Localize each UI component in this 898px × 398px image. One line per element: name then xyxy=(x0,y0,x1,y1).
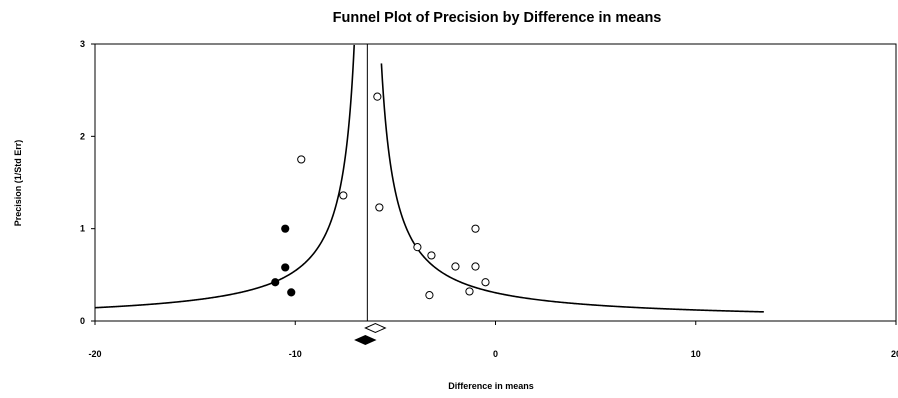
imputed-study-point xyxy=(281,263,290,272)
data-points xyxy=(271,92,490,300)
axis-ticks: -20 -10 0 10 20 0 1 2 3 xyxy=(80,39,898,359)
imputed-study-point xyxy=(287,288,296,297)
study-point xyxy=(425,291,434,300)
study-point xyxy=(427,251,436,260)
study-point xyxy=(375,203,384,212)
study-point xyxy=(413,243,422,252)
study-point xyxy=(481,278,490,287)
study-point xyxy=(451,262,460,271)
study-point xyxy=(471,224,480,233)
observed-summary-diamond xyxy=(364,322,387,334)
x-tick-label: -10 xyxy=(289,349,302,359)
y-tick-label: 3 xyxy=(80,39,85,49)
x-tick-label: 20 xyxy=(891,349,898,359)
study-point xyxy=(471,262,480,271)
study-point xyxy=(465,287,474,296)
imputed-study-point xyxy=(271,278,280,287)
y-tick-label: 1 xyxy=(80,224,85,234)
y-tick-label: 2 xyxy=(80,131,85,141)
imputed-study-point xyxy=(281,224,290,233)
x-tick-label: 0 xyxy=(493,349,498,359)
y-axis-label: Precision (1/Std Err) xyxy=(13,140,23,227)
y-tick-label: 0 xyxy=(80,316,85,326)
funnel-lines xyxy=(94,44,764,321)
funnel-right-limit xyxy=(380,63,764,313)
funnel-left-limit xyxy=(94,44,356,309)
x-axis-label: Difference in means xyxy=(448,381,534,391)
study-point xyxy=(339,191,348,200)
x-tick-label: -20 xyxy=(88,349,101,359)
plot-area xyxy=(94,43,897,322)
adjusted-summary-diamond xyxy=(354,334,377,346)
summary-diamonds xyxy=(354,322,387,346)
study-point xyxy=(297,155,306,164)
x-tick-label: 10 xyxy=(691,349,701,359)
chart-title: Funnel Plot of Precision by Difference i… xyxy=(333,10,662,26)
study-point xyxy=(373,92,382,101)
